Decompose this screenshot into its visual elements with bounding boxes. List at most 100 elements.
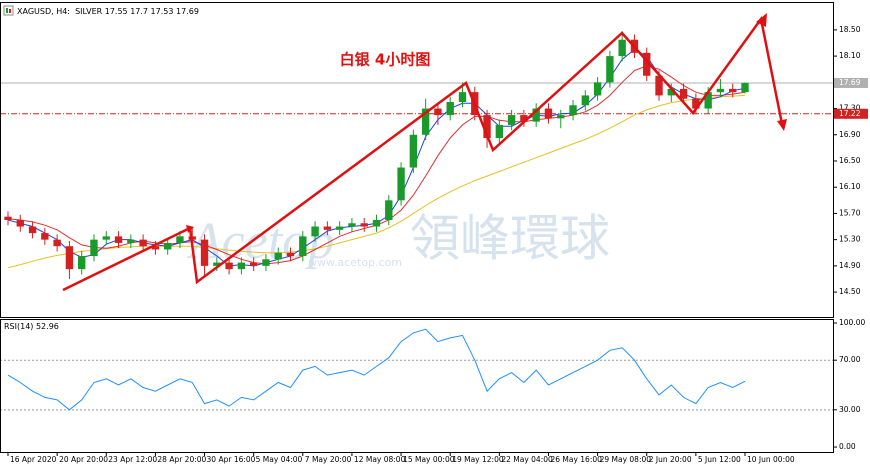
last-price-label: 17.69	[839, 78, 861, 87]
y-tick-label: 70.00	[839, 355, 861, 364]
candle-body	[581, 95, 590, 106]
axes-layer: 14.50 14.90 15.30 15.70 16.10 16.50 16.90 17.30…	[7, 25, 868, 464]
candle-body	[385, 200, 393, 220]
last-price-tag	[834, 77, 868, 88]
x-tick-label: 29 May 08:00	[600, 455, 652, 464]
candle-body	[102, 236, 110, 240]
rsi-last: 52.96	[36, 322, 59, 331]
rsi-name: RSI(14)	[4, 322, 33, 331]
candle-body	[237, 262, 246, 270]
candle-body	[606, 56, 614, 83]
candle-body	[139, 239, 147, 247]
rsi-label: RSI(14) 52.96	[4, 322, 59, 331]
candle-body	[421, 108, 430, 135]
arrow-head	[777, 119, 787, 131]
candle-body	[729, 88, 737, 93]
candle-body	[78, 256, 86, 270]
candle-body	[65, 246, 74, 270]
y-tick-label: 16.50	[839, 156, 861, 165]
x-tick-label: 2 Jun 20:00	[649, 455, 692, 464]
candle-body	[16, 219, 24, 227]
ohlc-low: 17.53	[151, 7, 174, 16]
chart-title: 白银 4小时图	[340, 51, 431, 69]
candle-body	[299, 236, 307, 257]
candle-body	[434, 108, 442, 116]
candle-body	[667, 88, 675, 96]
x-tick-label: 7 May 20:00	[305, 455, 352, 464]
candle-body	[114, 236, 123, 243]
candle-body	[286, 252, 295, 257]
x-tick-label: 10 Jun 00:00	[747, 455, 795, 464]
candle-body	[28, 226, 37, 234]
price-panel-frame	[0, 2, 834, 318]
y-tick-label: 0.00	[839, 442, 856, 451]
candle-body	[495, 124, 504, 139]
symbol: XAGUSD, H4: SILVER	[17, 7, 103, 16]
candle-body	[716, 88, 725, 93]
x-tick-label: 22 May 04:00	[501, 455, 553, 464]
x-tick-label: 5 Jun 12:00	[698, 455, 741, 464]
y-tick-label: 16.90	[839, 130, 861, 139]
candle-body	[593, 82, 602, 96]
candle-body	[679, 88, 688, 99]
watermark-url: www.acetop.com	[308, 256, 402, 269]
candle-body	[249, 262, 258, 266]
x-tick-label: 20 Apr 20:00	[59, 455, 108, 464]
x-tick-label: 19 May 12:00	[452, 455, 504, 464]
candle-body	[335, 226, 344, 230]
marks-layer	[4, 31, 749, 411]
x-tick-label: 12 May 08:00	[354, 455, 406, 464]
watermark: 領峰環球	[410, 210, 610, 266]
y-tick-label: 100.00	[839, 318, 865, 327]
candle-body	[544, 108, 553, 119]
ohlc-high: 17.7	[130, 7, 148, 16]
chart-header: XAGUSD, H4: SILVER 17.55 17.7 17.53 17.6…	[17, 7, 199, 16]
symbol-icon-bar	[9, 9, 11, 13]
candle-body	[90, 239, 98, 257]
zigzag-annotation	[62, 15, 784, 292]
candle-body	[323, 226, 332, 230]
candle-body	[655, 75, 663, 96]
candle-body	[446, 101, 454, 116]
y-tick-label: 18.50	[839, 25, 861, 34]
arrow-head	[756, 13, 767, 27]
candle-body	[741, 82, 749, 93]
zigzag-line	[62, 15, 784, 292]
y-tick-label: 15.30	[839, 235, 861, 244]
candle-body	[520, 115, 528, 122]
candle-body	[409, 134, 418, 168]
level-label: 17.22	[839, 109, 861, 118]
ohlc-close: 17.69	[176, 7, 199, 16]
y-tick-label: 14.90	[839, 261, 861, 270]
arrow-head	[186, 225, 194, 233]
candle-body	[704, 92, 712, 109]
under-layer	[0, 82, 833, 411]
candle-body	[483, 115, 491, 139]
level-tag	[834, 108, 868, 119]
candle-body	[151, 246, 160, 250]
candle-body	[200, 239, 209, 266]
y-tick-label: 18.10	[839, 51, 861, 60]
y-tick-label: 30.00	[839, 405, 861, 414]
candle-body	[618, 39, 626, 57]
candle-body	[507, 115, 516, 125]
candle-body	[274, 252, 282, 260]
candle-body	[569, 105, 577, 116]
y-tick-label: 14.50	[839, 287, 861, 296]
candle-body	[372, 219, 381, 227]
candle-body	[458, 92, 467, 102]
candle-body	[643, 52, 651, 76]
watermark: Acetop	[187, 213, 334, 270]
candle-body	[176, 236, 184, 243]
ohlc-open: 17.55	[105, 7, 128, 16]
candle-body	[360, 223, 368, 227]
y-tick-label: 17.30	[839, 104, 861, 113]
candle-body	[557, 115, 565, 119]
candle-body	[225, 262, 233, 270]
x-tick-label: 23 Apr 12:00	[108, 455, 157, 464]
candle-body	[213, 262, 221, 266]
candle-body	[163, 242, 172, 250]
